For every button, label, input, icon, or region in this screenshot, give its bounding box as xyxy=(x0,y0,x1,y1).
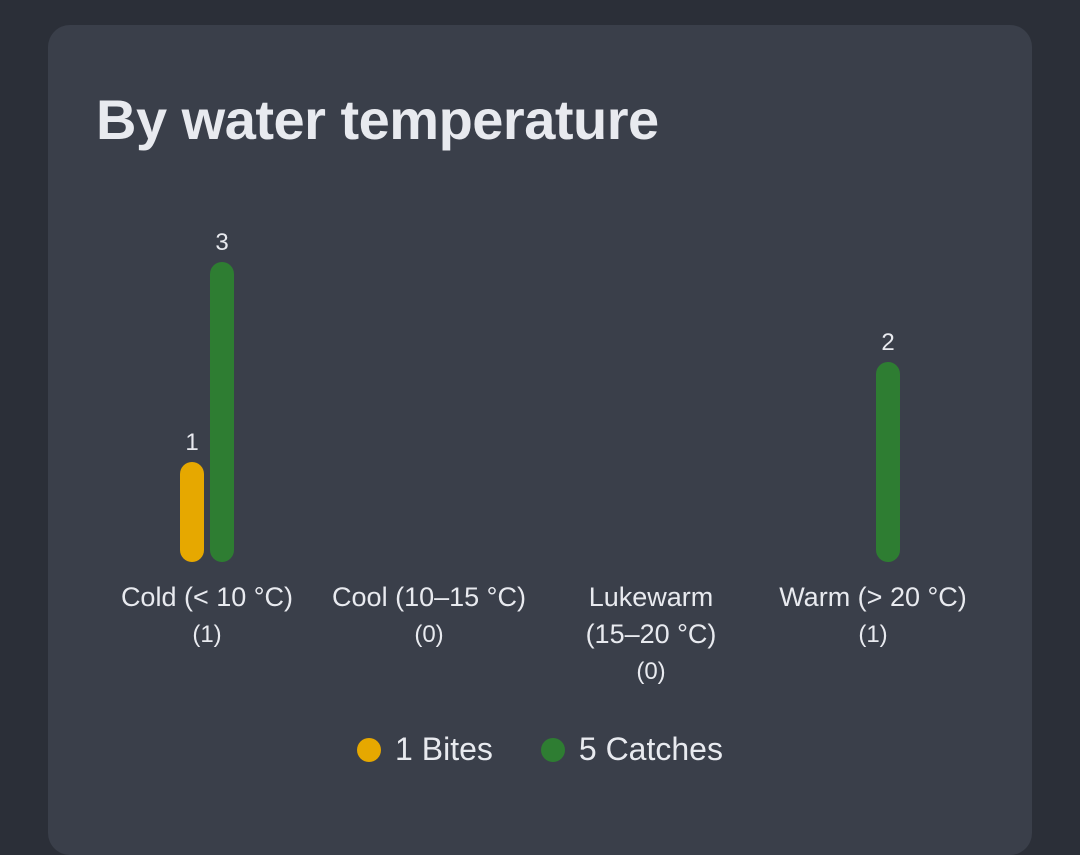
legend-item-bites[interactable]: 1 Bites xyxy=(357,731,493,768)
legend-label-bites: 1 Bites xyxy=(395,731,493,767)
bar-value-label-catches-3: 2 xyxy=(881,329,894,356)
bar-catches-3[interactable] xyxy=(876,362,900,562)
chart-card: By water temperature 1 3 Cold (< 10 °C) (1)… xyxy=(48,25,1032,855)
bar-bites-0[interactable] xyxy=(180,462,204,562)
legend-dot-catches xyxy=(540,737,565,762)
category-label-3-0: Warm (> 20 °C) xyxy=(779,582,967,612)
bar-value-label-catches-0: 3 xyxy=(215,229,228,256)
category-label-2-1: (15–20 °C) xyxy=(586,619,717,649)
category-label-0-0: Cold (< 10 °C) xyxy=(121,582,293,612)
category-label-1-0: Cool (10–15 °C) xyxy=(332,582,526,612)
category-count-2: (0) xyxy=(636,658,665,685)
bar-chart: 1 3 Cold (< 10 °C) (1) Cool (10–15 °C) (0) Luk… xyxy=(121,229,967,685)
category-count-3: (1) xyxy=(858,621,887,648)
legend-dot-bites xyxy=(357,737,382,762)
legend-label-catches: 5 Catches xyxy=(578,731,723,767)
bar-value-label-bites-0: 1 xyxy=(185,429,198,456)
card-title: By water temperature xyxy=(96,88,659,151)
chart-legend: 1 Bites 5 Catches xyxy=(48,731,1032,768)
bar-catches-0[interactable] xyxy=(210,262,234,562)
category-count-0: (1) xyxy=(192,621,221,648)
category-count-1: (0) xyxy=(414,621,443,648)
legend-item-catches[interactable]: 5 Catches xyxy=(540,731,723,768)
category-label-2-0: Lukewarm xyxy=(589,582,714,612)
